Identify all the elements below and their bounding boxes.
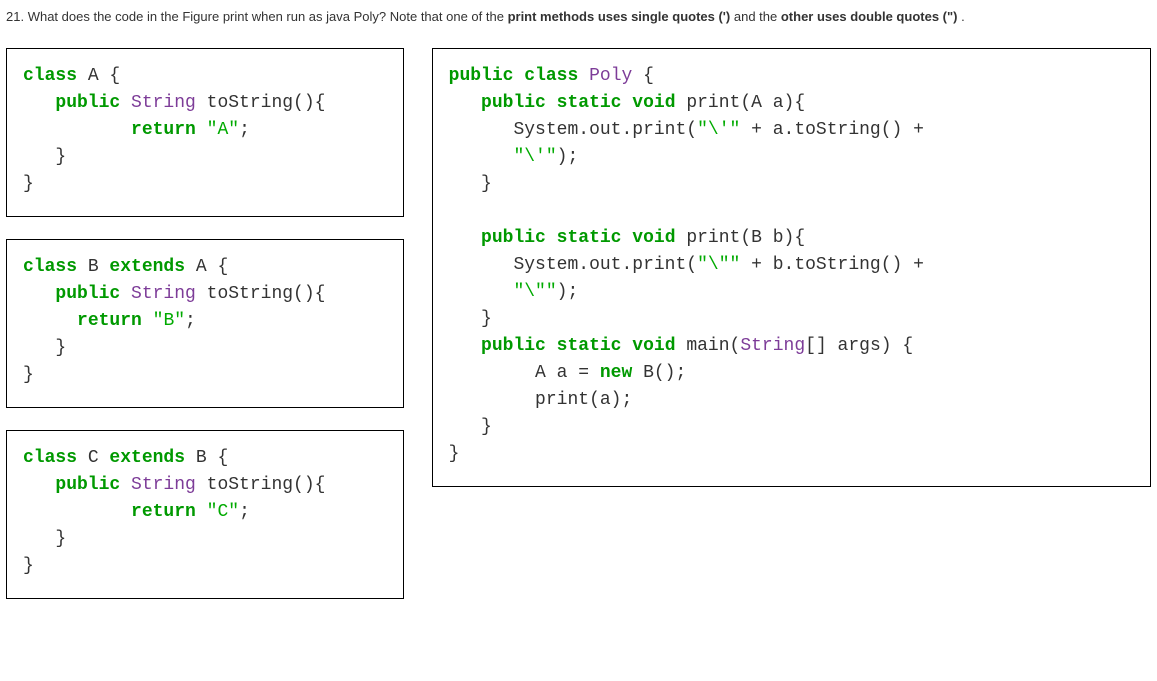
question-post: . <box>961 9 965 24</box>
code-a: class A { public String toString(){ retu… <box>23 63 387 198</box>
code-box-a: class A { public String toString(){ retu… <box>6 48 404 217</box>
code-box-b: class B extends A { public String toStri… <box>6 239 404 408</box>
question-mid: and the <box>734 9 781 24</box>
code-c: class C extends B { public String toStri… <box>23 445 387 580</box>
code-b: class B extends A { public String toStri… <box>23 254 387 389</box>
right-column: public class Poly { public static void p… <box>432 48 1151 487</box>
code-box-poly: public class Poly { public static void p… <box>432 48 1151 487</box>
left-column: class A { public String toString(){ retu… <box>6 48 404 599</box>
question-bold-1: print methods uses single quotes (') <box>508 9 731 24</box>
question-bold-2: other uses double quotes (") <box>781 9 958 24</box>
question-text: 21. What does the code in the Figure pri… <box>6 8 1151 26</box>
layout-columns: class A { public String toString(){ retu… <box>6 48 1151 599</box>
code-box-c: class C extends B { public String toStri… <box>6 430 404 599</box>
question-number: 21. <box>6 9 24 24</box>
question-pre: What does the code in the Figure print w… <box>28 9 508 24</box>
code-poly: public class Poly { public static void p… <box>449 63 1134 468</box>
